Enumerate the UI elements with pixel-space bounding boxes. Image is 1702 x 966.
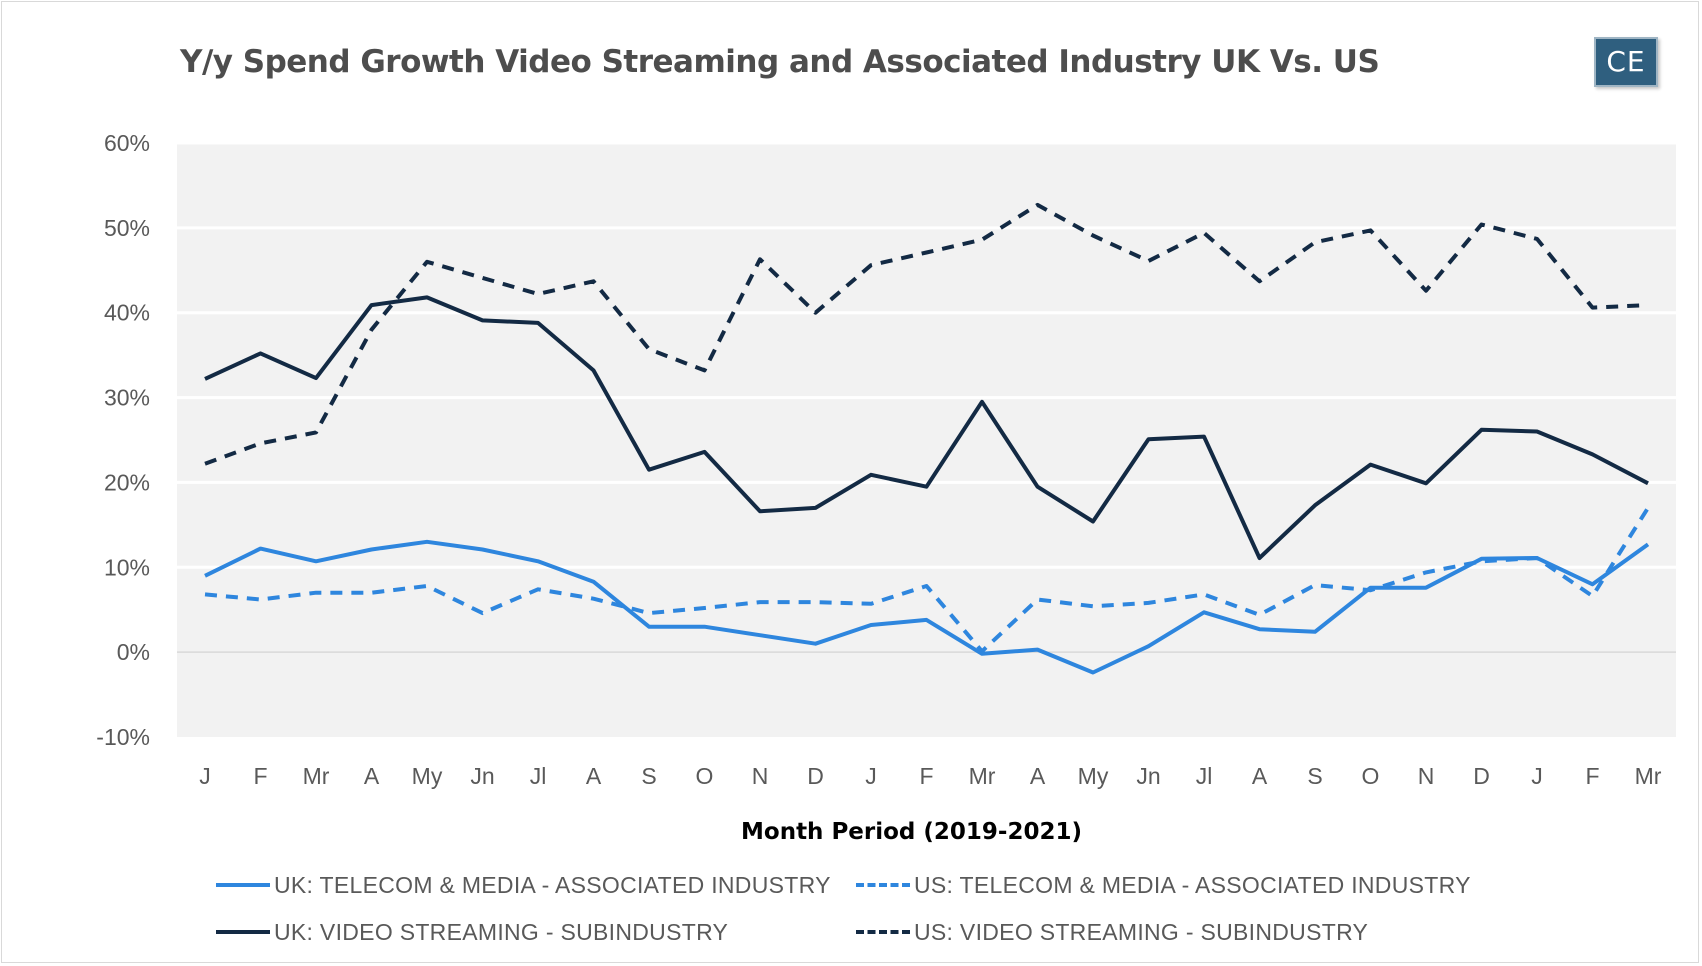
x-tick-label: Jn — [470, 763, 494, 789]
x-tick-label: J — [865, 763, 877, 789]
x-tick-label: N — [752, 763, 769, 789]
legend-item-us-video: US: VIDEO STREAMING - SUBINDUSTRY — [856, 917, 1368, 947]
series-lines — [204, 202, 1650, 675]
legend-item-us-telecom: US: TELECOM & MEDIA - ASSOCIATED INDUSTR… — [856, 870, 1471, 900]
legend-label: US: VIDEO STREAMING - SUBINDUSTRY — [914, 918, 1369, 945]
y-tick-label: 30% — [104, 385, 150, 411]
x-tick-label: Jl — [1196, 763, 1213, 789]
series-line-1 — [204, 506, 1650, 654]
legend-swatch — [216, 883, 270, 887]
x-tick-label: A — [364, 763, 380, 789]
x-tick-label: Mr — [969, 763, 996, 789]
legend-label: UK: VIDEO STREAMING - SUBINDUSTRY — [274, 918, 729, 945]
x-tick-label: F — [919, 763, 933, 789]
x-axis-ticks: J F Mr A My Jn Jl A S O N D J F Mr A My Jn Jl A S O N D J F Mr — [199, 763, 1661, 789]
y-tick-label: 40% — [104, 300, 150, 326]
y-tick-label: 0% — [117, 639, 150, 665]
y-tick-label: 20% — [104, 469, 150, 495]
series-line-0 — [204, 539, 1650, 675]
x-tick-label: My — [412, 763, 443, 789]
x-tick-label: Mr — [1635, 763, 1662, 789]
x-tick-label: Mr — [303, 763, 330, 789]
plot-area — [177, 143, 1676, 737]
x-axis-label: Month Period (2019-2021) — [741, 819, 1082, 845]
x-tick-label: D — [1473, 763, 1490, 789]
x-tick-label: O — [1362, 763, 1380, 789]
ce-logo: CE — [1594, 37, 1658, 87]
x-tick-label: J — [199, 763, 211, 789]
x-tick-label: D — [807, 763, 824, 789]
x-tick-label: N — [1418, 763, 1435, 789]
y-tick-label: 10% — [104, 554, 150, 580]
legend-swatch — [856, 883, 910, 887]
y-tick-label: 50% — [104, 215, 150, 241]
x-tick-label: O — [696, 763, 714, 789]
x-tick-label: A — [586, 763, 602, 789]
x-tick-label: My — [1078, 763, 1109, 789]
legend-label: UK: TELECOM & MEDIA - ASSOCIATED INDUSTR… — [274, 871, 831, 898]
series-line-2 — [204, 295, 1649, 560]
x-tick-label: Jl — [530, 763, 547, 789]
legend-label: US: TELECOM & MEDIA - ASSOCIATED INDUSTR… — [914, 871, 1471, 898]
series-line-3 — [204, 202, 1649, 466]
x-tick-label: S — [1307, 763, 1322, 789]
x-tick-label: J — [1531, 763, 1543, 789]
legend-item-uk-telecom: UK: TELECOM & MEDIA - ASSOCIATED INDUSTR… — [216, 870, 831, 900]
x-tick-label: F — [1585, 763, 1599, 789]
x-tick-label: A — [1030, 763, 1046, 789]
y-axis-ticks: -10% 0% 10% 20% 30% 40% 50% 60% — [96, 130, 150, 750]
x-tick-label: A — [1252, 763, 1268, 789]
legend-swatch — [216, 930, 270, 934]
x-tick-label: S — [641, 763, 656, 789]
legend-swatch — [856, 930, 910, 934]
legend: UK: TELECOM & MEDIA - ASSOCIATED INDUSTR… — [0, 860, 1702, 960]
y-tick-label: -10% — [96, 724, 150, 750]
legend-item-uk-video: UK: VIDEO STREAMING - SUBINDUSTRY — [216, 917, 728, 947]
x-tick-label: Jn — [1136, 763, 1160, 789]
x-tick-label: F — [253, 763, 267, 789]
y-tick-label: 60% — [104, 130, 150, 156]
chart-title: Y/y Spend Growth Video Streaming and Ass… — [180, 44, 1380, 80]
